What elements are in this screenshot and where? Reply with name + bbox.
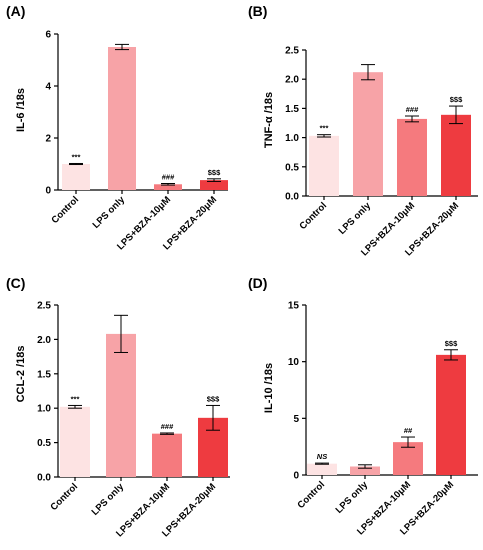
x-category-label: LPS only (90, 481, 127, 518)
y-tick-label: 2.0 (285, 75, 299, 86)
y-tick-label: 1.5 (37, 369, 51, 380)
y-tick-label: 0.5 (285, 162, 299, 173)
significance-label: *** (71, 394, 80, 403)
bar (62, 164, 90, 190)
bar (353, 72, 383, 196)
x-category-label: Control (297, 200, 329, 232)
significance-label: ### (161, 422, 174, 431)
significance-label: ### (406, 105, 419, 114)
y-tick-label: 0 (293, 471, 299, 482)
y-tick-label: 0.0 (37, 473, 51, 484)
bar (441, 114, 471, 196)
panel-label: (A) (6, 3, 25, 19)
chart-panel-2: (B) TNF-α /18s 0.0 0.5 1.0 1.5 2.0 2.5 *** Contro… (248, 3, 478, 258)
significance-label: $$$ (207, 394, 220, 403)
x-category-label: LPS only (337, 200, 374, 237)
significance-label: ### (162, 173, 175, 182)
y-tick-label: 2.5 (37, 301, 51, 312)
y-tick-label: 0 (45, 186, 51, 197)
significance-label: $$$ (445, 339, 458, 348)
panel-label: (B) (248, 3, 267, 19)
panel-label: (C) (6, 275, 25, 291)
bar (397, 118, 427, 196)
bar (60, 406, 90, 477)
y-tick-label: 6 (45, 30, 51, 41)
bar (152, 433, 182, 477)
y-tick-label: 1.0 (37, 404, 51, 415)
y-tick-label: 4 (45, 82, 51, 93)
bar (200, 180, 228, 190)
y-tick-label: 1.5 (285, 104, 299, 115)
bar (154, 184, 182, 190)
y-tick-label: 5 (293, 414, 299, 425)
bar (350, 466, 380, 475)
y-tick-label: 15 (288, 301, 300, 312)
y-axis-label: CCL-2 /18s (15, 346, 27, 403)
y-tick-label: 1.0 (285, 133, 299, 144)
bar (307, 463, 337, 475)
x-category-label: Control (295, 479, 327, 511)
x-category-label: Control (49, 194, 81, 226)
y-tick-label: 0.0 (285, 192, 299, 203)
bar (106, 333, 136, 477)
x-category-label: Control (48, 481, 80, 513)
significance-label: ## (404, 426, 413, 435)
y-axis-label: TNF-α /18s (263, 92, 275, 148)
panel-label: (D) (248, 275, 267, 291)
x-category-label: LPS only (91, 194, 128, 231)
significance-label: *** (320, 124, 329, 133)
y-axis-label: IL-10 /18s (263, 363, 275, 413)
significance-label: $$$ (450, 95, 463, 104)
y-tick-label: 0.5 (37, 438, 51, 449)
y-tick-label: 2 (45, 134, 51, 145)
bar (436, 354, 466, 475)
y-axis-label: IL-6 /18s (15, 88, 27, 132)
significance-label: *** (72, 152, 81, 161)
y-tick-label: 10 (288, 357, 300, 368)
bar (309, 135, 339, 196)
significance-label: $$$ (208, 168, 221, 177)
bar (108, 47, 136, 190)
x-category-label: LPS only (334, 479, 371, 516)
chart-panel-3: (C) CCL-2 /18s 0.0 0.5 1.0 1.5 2.0 2.5 *** Contro… (6, 275, 230, 539)
y-tick-label: 2.0 (37, 335, 51, 346)
y-tick-label: 2.5 (285, 46, 299, 57)
significance-label: NS (317, 452, 327, 461)
